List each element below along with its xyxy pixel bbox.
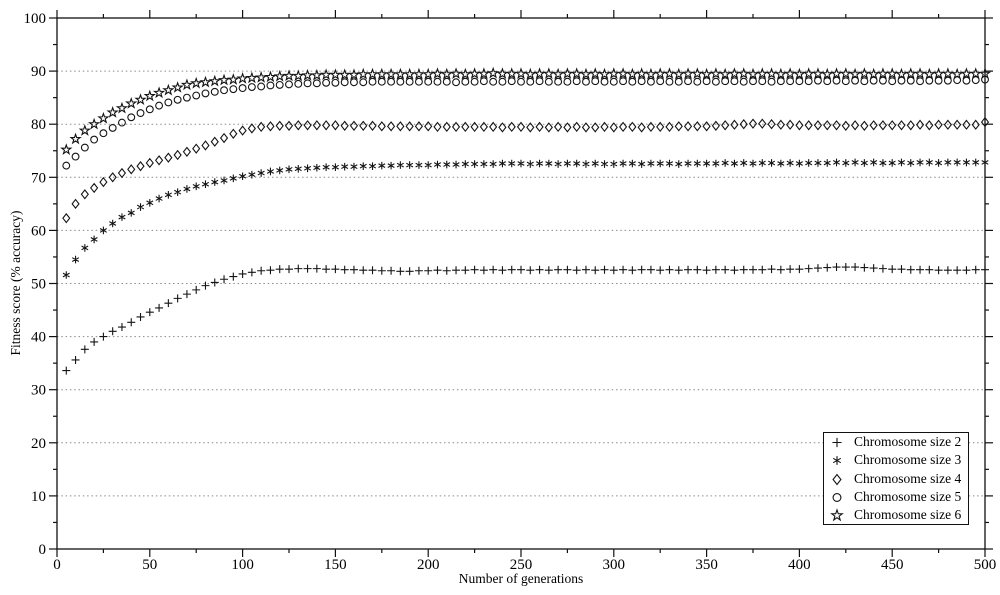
y-tick-label: 0 <box>39 542 47 558</box>
y-tick-labels: 0 10 20 30 40 50 60 70 80 90 100 <box>24 11 47 558</box>
x-tick-label: 400 <box>788 557 811 573</box>
y-tick-label: 90 <box>31 64 46 80</box>
x-tick-label: 100 <box>231 557 254 573</box>
y-tick-label: 60 <box>31 223 46 239</box>
legend-item: Chromosome size 5 <box>824 488 968 506</box>
axis-ticks <box>49 10 993 557</box>
y-axis-title: Fitness score (% accuracy) <box>8 210 23 356</box>
asterisk-marker-icon <box>832 456 842 466</box>
legend-item: Chromosome size 6 <box>824 506 968 524</box>
plus-marker-icon <box>832 437 842 448</box>
series-chromosome-size-2 <box>62 263 989 375</box>
circle-marker-icon <box>832 492 842 502</box>
x-axis-title: Number of generations <box>458 571 584 586</box>
y-tick-label: 30 <box>31 383 46 399</box>
y-tick-label: 80 <box>31 117 46 133</box>
x-tick-labels: 0 50 100 150 200 250 300 350 400 450 500 <box>53 557 996 573</box>
x-tick-label: 0 <box>53 557 61 573</box>
series-chromosome-size-4 <box>62 116 990 224</box>
series-chromosome-size-5 <box>62 75 989 170</box>
legend-label: Chromosome size 6 <box>854 506 962 522</box>
x-tick-label: 200 <box>417 557 440 573</box>
x-tick-label: 500 <box>974 557 997 573</box>
x-tick-label: 50 <box>142 557 157 573</box>
x-tick-label: 150 <box>324 557 347 573</box>
legend-item: Chromosome size 4 <box>824 469 968 487</box>
legend: Chromosome size 2 Chromosome size 3 Chro… <box>823 432 969 525</box>
star-marker-icon <box>830 508 844 522</box>
y-tick-label: 40 <box>31 330 46 346</box>
legend-item: Chromosome size 3 <box>824 451 968 469</box>
x-tick-label: 300 <box>603 557 626 573</box>
y-tick-label: 70 <box>31 170 46 186</box>
diamond-marker-icon <box>832 473 842 485</box>
y-tick-label: 50 <box>31 277 46 293</box>
legend-label: Chromosome size 4 <box>854 470 962 486</box>
legend-label: Chromosome size 3 <box>854 452 962 468</box>
legend-label: Chromosome size 5 <box>854 488 962 504</box>
series-chromosome-size-3 <box>62 158 989 279</box>
x-tick-label: 350 <box>695 557 718 573</box>
y-tick-label: 20 <box>31 436 46 452</box>
x-tick-label: 450 <box>881 557 904 573</box>
y-tick-label: 100 <box>24 11 47 27</box>
legend-item: Chromosome size 2 <box>824 433 968 451</box>
x-tick-label: 250 <box>510 557 533 573</box>
series-chromosome-size-6 <box>60 66 992 155</box>
legend-label: Chromosome size 2 <box>854 434 962 450</box>
y-tick-label: 10 <box>31 489 46 505</box>
